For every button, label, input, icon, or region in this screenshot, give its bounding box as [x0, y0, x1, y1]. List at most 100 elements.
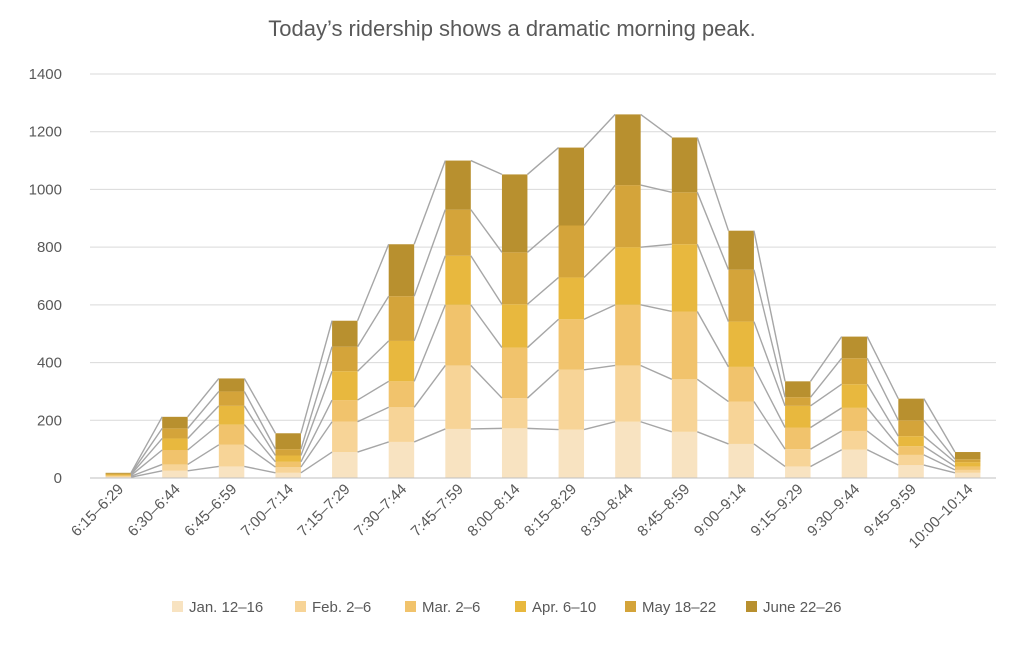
- bar-segment: [105, 472, 132, 474]
- bar-segment: [445, 160, 471, 210]
- series-line: [583, 421, 616, 431]
- bar-segment: [615, 304, 641, 366]
- bar-segment: [162, 450, 188, 465]
- bar-segment: [388, 340, 415, 382]
- bar-segment: [275, 461, 301, 468]
- bar-segment: [785, 397, 811, 406]
- x-tick-label: 7:30–7:44: [351, 481, 410, 540]
- bar-segment: [671, 379, 698, 432]
- series-line: [753, 401, 786, 450]
- bar-segment: [332, 346, 358, 372]
- bar-segment: [728, 321, 754, 367]
- bar-segment: [501, 398, 528, 429]
- series-line: [187, 405, 220, 439]
- series-line: [696, 192, 730, 270]
- legend-label: Mar. 2–6: [422, 599, 480, 616]
- x-tick-label: 8:45–8:59: [634, 481, 693, 540]
- series-line: [470, 427, 502, 430]
- bar-segment: [388, 296, 415, 341]
- x-tick-label: 8:15–8:29: [521, 481, 580, 540]
- x-tick-label: 6:15–6:29: [68, 481, 127, 540]
- bar-segment: [445, 304, 471, 366]
- series-line: [923, 445, 956, 468]
- bar-segment: [841, 449, 868, 478]
- series-line: [130, 470, 163, 478]
- bar-segment: [841, 336, 868, 359]
- bar-segment: [105, 474, 132, 476]
- bar-segment: [728, 443, 754, 478]
- bar-segment: [785, 449, 811, 467]
- series-line: [187, 424, 220, 451]
- bar-segment: [445, 255, 471, 305]
- bar-segment: [332, 320, 358, 347]
- series-line: [810, 430, 843, 450]
- series-line: [130, 449, 163, 476]
- series-line: [527, 427, 559, 431]
- legend-label: Jan. 12–16: [189, 599, 263, 616]
- x-tick-label: 6:30–6:44: [125, 481, 184, 540]
- bar-segment: [615, 114, 641, 186]
- series-line: [413, 304, 446, 382]
- series-line: [130, 438, 163, 475]
- series-line: [696, 137, 730, 231]
- bar-segment: [218, 444, 245, 467]
- bar-segment: [785, 405, 811, 428]
- x-tick-label: 7:00–7:14: [238, 481, 297, 540]
- legend-swatch: [172, 601, 183, 612]
- bar-segment: [841, 384, 868, 408]
- series-line: [187, 378, 220, 418]
- bar-segment: [501, 304, 528, 348]
- legend-swatch: [405, 601, 416, 612]
- bar-segment: [841, 358, 868, 385]
- bar-segment: [218, 405, 245, 425]
- series-line: [583, 113, 616, 149]
- bar-segment: [954, 462, 981, 467]
- bar-segment: [501, 252, 528, 305]
- bar-segment: [218, 466, 245, 478]
- series-line: [243, 405, 277, 456]
- bar-segment: [332, 421, 358, 453]
- x-tick-label: 8:00–8:14: [464, 481, 523, 540]
- bar-segment: [388, 244, 415, 297]
- bar-segment: [898, 420, 924, 437]
- series-line: [583, 364, 616, 371]
- series-line: [640, 364, 673, 380]
- series-line: [583, 184, 616, 226]
- series-line: [866, 430, 899, 456]
- series-line: [300, 399, 333, 463]
- series-line: [866, 336, 899, 399]
- legend-label: Apr. 6–10: [532, 599, 596, 616]
- bar-segment: [162, 438, 188, 451]
- series-line: [810, 449, 843, 468]
- series-line: [753, 443, 786, 468]
- series-line: [300, 451, 333, 474]
- bar-segment: [275, 449, 301, 456]
- series-line: [923, 454, 956, 471]
- bar-segment: [445, 428, 471, 478]
- bar-segment: [332, 400, 358, 422]
- bar-segment: [275, 467, 301, 473]
- bar-segment: [501, 174, 528, 253]
- bar-segment: [558, 369, 585, 430]
- bar-segment: [841, 407, 868, 431]
- series-line: [923, 435, 956, 463]
- series-line: [753, 230, 786, 382]
- series-line: [243, 378, 277, 434]
- series-line: [809, 336, 843, 382]
- series-line: [357, 406, 389, 423]
- series-line: [526, 147, 560, 175]
- series-line: [753, 366, 786, 428]
- series-line: [413, 365, 446, 408]
- series-line: [413, 209, 446, 297]
- bar-segment: [671, 311, 698, 380]
- series-line: [413, 255, 446, 342]
- y-tick-label: 600: [37, 297, 62, 314]
- series-line: [300, 346, 333, 450]
- bar-segment: [162, 416, 188, 429]
- y-tick-label: 1200: [29, 124, 62, 141]
- series-line: [810, 357, 843, 398]
- series-line: [187, 390, 220, 429]
- bar-segment: [558, 319, 585, 370]
- series-line: [583, 304, 616, 320]
